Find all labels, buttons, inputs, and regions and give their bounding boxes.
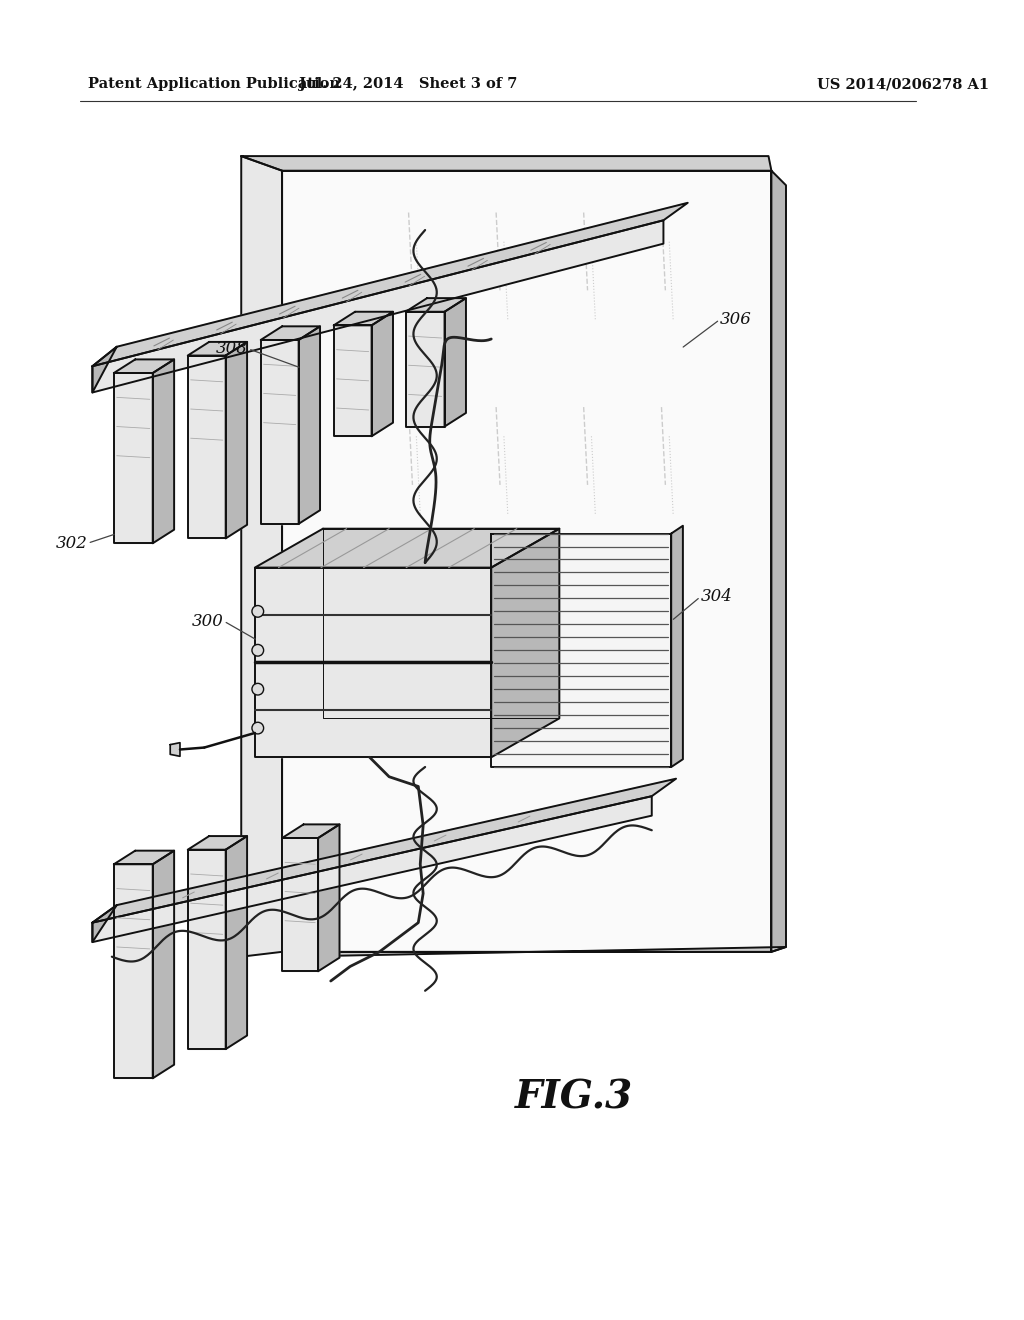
Polygon shape: [92, 203, 688, 366]
Polygon shape: [153, 359, 174, 544]
Polygon shape: [255, 529, 559, 568]
Polygon shape: [92, 906, 117, 942]
Polygon shape: [225, 342, 247, 539]
Polygon shape: [153, 850, 174, 1078]
Polygon shape: [492, 533, 671, 767]
Polygon shape: [406, 312, 444, 426]
Polygon shape: [187, 836, 247, 850]
Polygon shape: [282, 838, 318, 972]
Circle shape: [252, 722, 263, 734]
Text: Jul. 24, 2014   Sheet 3 of 7: Jul. 24, 2014 Sheet 3 of 7: [299, 77, 518, 91]
Polygon shape: [242, 156, 771, 170]
Polygon shape: [318, 825, 340, 972]
Polygon shape: [282, 825, 340, 838]
Polygon shape: [261, 341, 299, 524]
Polygon shape: [771, 170, 786, 952]
Circle shape: [252, 606, 263, 618]
Text: 308: 308: [216, 341, 248, 358]
Polygon shape: [114, 865, 153, 1078]
Polygon shape: [92, 220, 664, 392]
Polygon shape: [492, 529, 559, 758]
Polygon shape: [225, 836, 247, 1049]
Text: 302: 302: [55, 535, 87, 552]
Circle shape: [252, 644, 263, 656]
Polygon shape: [242, 156, 282, 957]
Polygon shape: [334, 325, 372, 437]
Polygon shape: [92, 347, 117, 392]
Polygon shape: [92, 796, 651, 942]
Polygon shape: [114, 374, 153, 544]
Polygon shape: [282, 170, 771, 952]
Text: 306: 306: [720, 312, 752, 329]
Text: 300: 300: [191, 612, 223, 630]
Polygon shape: [334, 312, 393, 325]
Polygon shape: [671, 525, 683, 767]
Polygon shape: [261, 326, 321, 341]
Polygon shape: [255, 568, 492, 758]
Polygon shape: [92, 779, 676, 923]
Polygon shape: [187, 355, 225, 539]
Polygon shape: [114, 850, 174, 865]
Text: Patent Application Publication: Patent Application Publication: [87, 77, 340, 91]
Polygon shape: [187, 850, 225, 1049]
Text: FIG.3: FIG.3: [515, 1078, 633, 1117]
Polygon shape: [299, 326, 321, 524]
Circle shape: [252, 684, 263, 696]
Text: 304: 304: [700, 589, 732, 606]
Polygon shape: [323, 529, 559, 718]
Polygon shape: [187, 342, 247, 355]
Polygon shape: [170, 743, 180, 756]
Polygon shape: [444, 298, 466, 426]
Polygon shape: [282, 946, 786, 957]
Text: US 2014/0206278 A1: US 2014/0206278 A1: [817, 77, 989, 91]
Polygon shape: [114, 359, 174, 374]
Polygon shape: [406, 298, 466, 312]
Polygon shape: [372, 312, 393, 437]
